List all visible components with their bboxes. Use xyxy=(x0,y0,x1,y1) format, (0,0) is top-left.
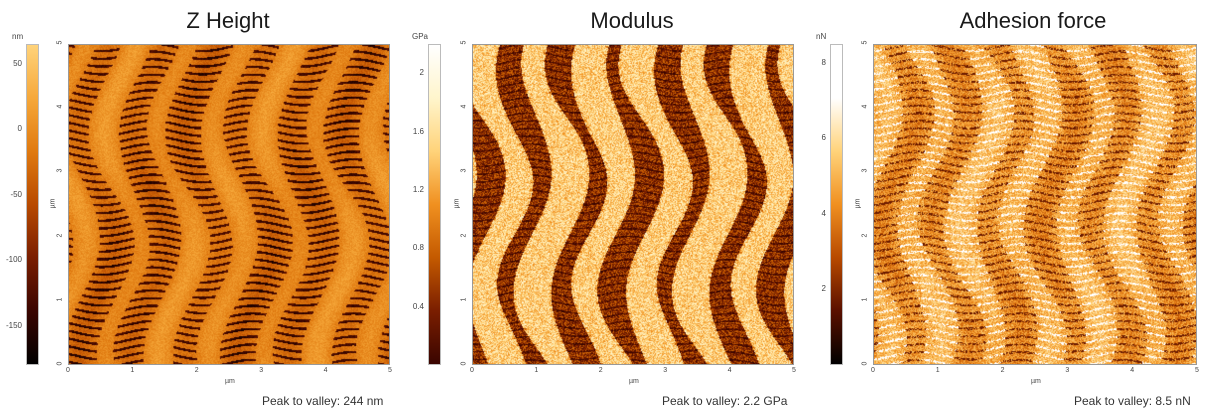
y-axis-tick-label: 0 xyxy=(460,361,468,366)
y-axis-tick-label: 5 xyxy=(460,40,468,45)
colorbar-tick-label: 4 xyxy=(821,208,826,218)
colorbar-unit: nm xyxy=(12,32,24,41)
x-axis-label: µm xyxy=(629,378,639,385)
x-axis-tick-label: 0 xyxy=(871,367,875,374)
modulus-panel: Modulus GPa 2 1.6 1.2 0.8 0.4 0 1 2 3 4 5 0 1 2 3 4 5 µm… xyxy=(403,0,803,418)
y-axis-label: µm xyxy=(854,198,862,208)
y-axis-tick-label: 1 xyxy=(861,297,869,302)
x-axis-tick-label: 4 xyxy=(1130,367,1135,374)
y-axis-tick-label: 4 xyxy=(460,104,468,109)
x-axis-tick-label: 1 xyxy=(534,367,539,374)
x-axis-tick-label: 2 xyxy=(598,367,603,374)
x-axis-tick-label: 4 xyxy=(727,367,732,374)
peak-to-valley-text: Peak to valley: 2.2 GPa xyxy=(662,394,788,408)
colorbar-tick-label: 1.2 xyxy=(412,184,424,194)
colorbar-tick-label: 1.6 xyxy=(412,126,424,136)
peak-to-valley-text: Peak to valley: 244 nm xyxy=(262,394,384,408)
colorbar-tick-label: 2 xyxy=(821,284,826,294)
colorbar-tick-label: 2 xyxy=(419,68,424,78)
afm-height-map xyxy=(68,44,390,365)
y-axis-tick-label: 3 xyxy=(460,168,468,173)
colorbar xyxy=(830,44,843,365)
x-axis-label: µm xyxy=(1031,378,1041,385)
colorbar-tick-label: -100 xyxy=(5,255,22,265)
x-axis-tick-label: 5 xyxy=(1195,367,1199,374)
afm-adhesion-map xyxy=(873,44,1197,365)
colorbar-unit: nN xyxy=(816,32,827,41)
x-axis-label: µm xyxy=(225,378,235,385)
y-axis-tick-label: 0 xyxy=(56,361,64,366)
x-axis-tick-label: 5 xyxy=(388,367,392,374)
y-axis-tick-label: 2 xyxy=(56,233,64,238)
colorbar-tick-label: 8 xyxy=(821,57,826,67)
colorbar-tick-label: 50 xyxy=(13,58,22,68)
x-axis-tick-label: 4 xyxy=(323,367,328,374)
y-axis-tick-label: 5 xyxy=(56,40,64,45)
afm-modulus-map xyxy=(472,44,794,365)
colorbar-tick-label: 0 xyxy=(17,124,22,134)
x-axis-tick-label: 3 xyxy=(259,367,264,374)
y-axis-tick-label: 4 xyxy=(56,104,64,109)
colorbar-unit: GPa xyxy=(412,32,429,41)
colorbar xyxy=(26,44,39,365)
x-axis-tick-label: 2 xyxy=(1000,367,1005,374)
y-axis-tick-label: 2 xyxy=(460,233,468,238)
panel-title: Modulus xyxy=(590,8,674,33)
colorbar-tick-label: -50 xyxy=(10,189,22,199)
x-axis-tick-label: 1 xyxy=(130,367,135,374)
peak-to-valley-text: Peak to valley: 8.5 nN xyxy=(1074,394,1191,408)
y-axis-tick-label: 1 xyxy=(56,297,64,302)
y-axis-tick-label: 3 xyxy=(861,168,869,173)
y-axis-tick-label: 4 xyxy=(861,104,869,109)
x-axis-tick-label: 2 xyxy=(194,367,199,374)
y-axis-label: µm xyxy=(453,198,461,208)
y-axis-tick-label: 2 xyxy=(861,233,869,238)
colorbar-tick-label: 0.8 xyxy=(412,243,424,253)
y-axis-tick-label: 5 xyxy=(861,40,869,45)
panel-title: Adhesion force xyxy=(959,8,1107,33)
y-axis-tick-label: 3 xyxy=(56,168,64,173)
y-axis-tick-label: 0 xyxy=(861,361,869,366)
x-axis-tick-label: 0 xyxy=(66,367,70,374)
y-axis-tick-label: 1 xyxy=(460,297,468,302)
colorbar xyxy=(428,44,441,365)
x-axis-tick-label: 3 xyxy=(1065,367,1070,374)
panel-title: Z Height xyxy=(186,8,270,33)
y-axis-label: µm xyxy=(49,198,57,208)
colorbar-tick-label: -150 xyxy=(5,320,22,330)
x-axis-tick-label: 1 xyxy=(935,367,940,374)
colorbar-tick-label: 6 xyxy=(821,133,826,143)
colorbar-tick-label: 0.4 xyxy=(412,301,424,311)
x-axis-tick-label: 5 xyxy=(792,367,796,374)
x-axis-tick-label: 3 xyxy=(663,367,668,374)
x-axis-tick-label: 0 xyxy=(470,367,474,374)
